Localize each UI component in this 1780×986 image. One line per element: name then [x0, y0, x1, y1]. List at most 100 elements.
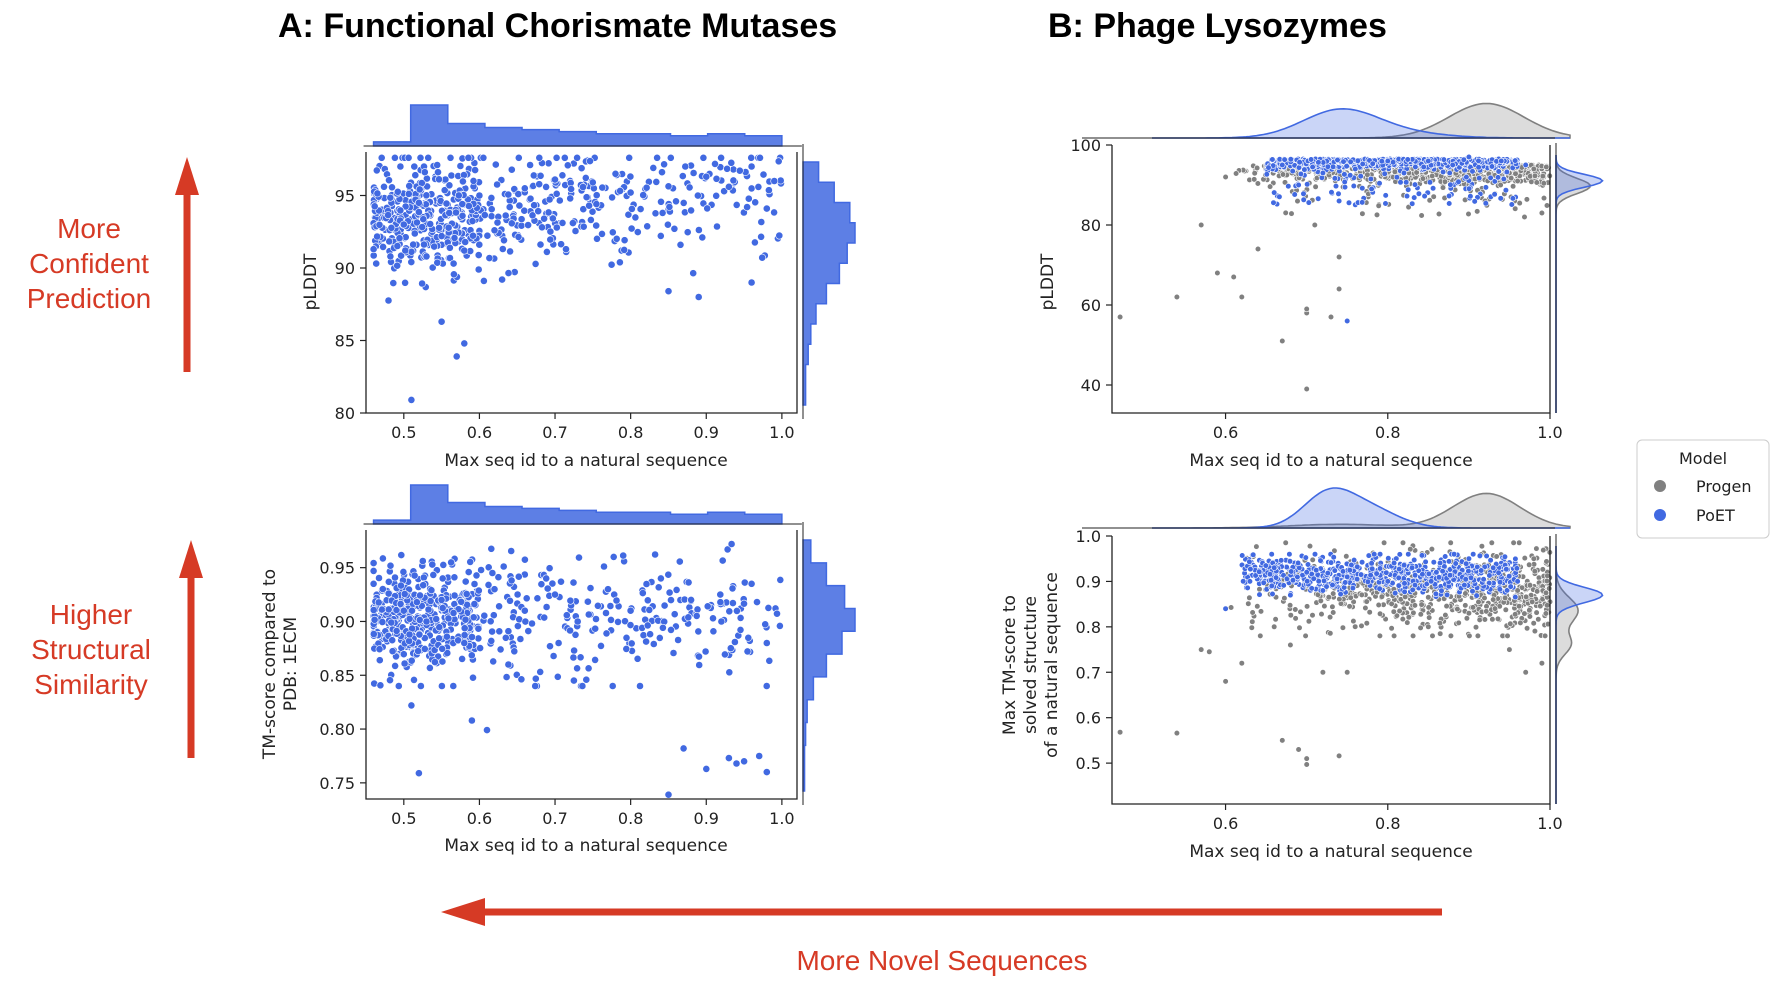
a1-point — [506, 247, 514, 256]
a1-point — [420, 240, 428, 249]
b2-point-progen — [1380, 539, 1388, 546]
b1-point-poet — [1289, 168, 1296, 175]
b1-point-poet — [1522, 161, 1529, 169]
a2-point — [626, 606, 635, 615]
b1-point-poet — [1465, 185, 1473, 192]
b2-point-poet — [1280, 582, 1287, 589]
b2-point-poet — [1512, 555, 1519, 563]
a1-point — [747, 153, 756, 162]
a1-point — [658, 208, 667, 217]
b2-point-progen — [1502, 606, 1509, 613]
a1-point — [751, 238, 759, 247]
b2-point-poet — [1267, 577, 1275, 584]
b1-point-progen — [1509, 183, 1517, 190]
b2-point-poet — [1506, 573, 1513, 580]
b2-point-poet — [1401, 580, 1408, 587]
a2-point — [665, 588, 674, 597]
b2-point-progen — [1375, 601, 1382, 609]
a1-point — [458, 211, 467, 220]
a1-point — [501, 211, 510, 220]
b1-point-progen — [1373, 211, 1381, 218]
a2-point — [569, 653, 578, 662]
b2-point-poet — [1439, 568, 1446, 575]
b1-point-poet — [1439, 168, 1447, 176]
a2-point — [571, 630, 580, 639]
b2-point-poet — [1278, 557, 1285, 564]
a1-point — [683, 228, 692, 237]
b1-point-progen — [1279, 337, 1286, 345]
a1-point — [369, 245, 378, 254]
b2-y-tick-label: 0.8 — [1076, 618, 1101, 637]
b2-point-progen — [1538, 660, 1545, 667]
a2-point — [418, 557, 427, 565]
a1-point — [608, 228, 617, 237]
a1-point — [531, 259, 540, 268]
legend: Model Progen PoET — [1636, 439, 1770, 539]
a2-point — [501, 633, 510, 642]
b2-point-poet — [1369, 565, 1376, 572]
b2-point-poet — [1268, 551, 1275, 558]
a2-point — [472, 571, 481, 580]
a2-point — [396, 600, 405, 608]
a1-point — [401, 278, 409, 287]
a1-point — [551, 175, 559, 184]
b2-point-progen — [1454, 605, 1461, 613]
a1-point — [498, 245, 507, 253]
a1-point — [389, 279, 398, 287]
b1-point-poet — [1295, 181, 1302, 189]
a2-point — [643, 621, 652, 630]
a2-point — [516, 635, 525, 643]
a2-point — [622, 633, 631, 642]
b2-point-progen — [1249, 609, 1256, 616]
b1-point-poet — [1469, 168, 1476, 175]
b1-scatter-points — [1116, 153, 1553, 393]
b2-point-progen — [1455, 619, 1462, 627]
a1-point — [384, 211, 392, 219]
a2-point — [736, 614, 745, 622]
b1-point-poet — [1471, 198, 1478, 205]
b1-point-poet — [1341, 178, 1348, 186]
a1-point — [665, 202, 674, 211]
a2-point — [642, 580, 651, 588]
a2-point — [540, 613, 549, 622]
a1-point — [520, 206, 529, 215]
b1-point-progen — [1521, 213, 1528, 221]
a2-y-tick-label: 0.85 — [319, 666, 355, 685]
a2-point — [388, 647, 397, 656]
b2-point-poet — [1436, 559, 1444, 567]
a2-point — [655, 634, 664, 642]
b2-point-progen — [1523, 625, 1531, 632]
a2-point — [388, 636, 397, 645]
a1-point — [373, 232, 381, 241]
b1-point-poet — [1488, 163, 1496, 170]
a2-y-tick-label: 0.75 — [319, 774, 355, 793]
a1-point — [514, 153, 523, 162]
a2-point — [432, 615, 441, 623]
b1-point-progen — [1238, 293, 1245, 301]
b2-point-progen — [1376, 610, 1384, 617]
a2-x-tick-label: 0.8 — [618, 809, 643, 828]
a2-point — [504, 660, 513, 669]
a2-point — [510, 647, 519, 656]
b2-point-poet — [1507, 583, 1514, 590]
a2-point — [394, 682, 403, 690]
a1-point — [757, 232, 765, 241]
a1-point — [505, 203, 514, 211]
b2-point-progen — [1343, 553, 1350, 560]
b1-point-poet — [1446, 200, 1453, 207]
b1-point-poet — [1411, 194, 1418, 201]
b1-point-poet — [1440, 156, 1447, 163]
b2-y-axis-label-line-3: of a natural sequence — [1042, 572, 1062, 758]
a2-point — [747, 579, 756, 588]
a2-point — [378, 554, 387, 563]
b2-point-progen — [1271, 623, 1278, 630]
b2-point-poet — [1433, 569, 1440, 576]
a2-point — [728, 584, 737, 593]
b1-point-progen — [1288, 210, 1295, 217]
b2-point-progen — [1309, 612, 1316, 619]
a2-point — [548, 579, 557, 588]
a1-point — [380, 182, 388, 191]
a1-point — [430, 242, 439, 251]
b1-point-poet — [1352, 165, 1359, 173]
b1-point-progen — [1253, 164, 1261, 172]
